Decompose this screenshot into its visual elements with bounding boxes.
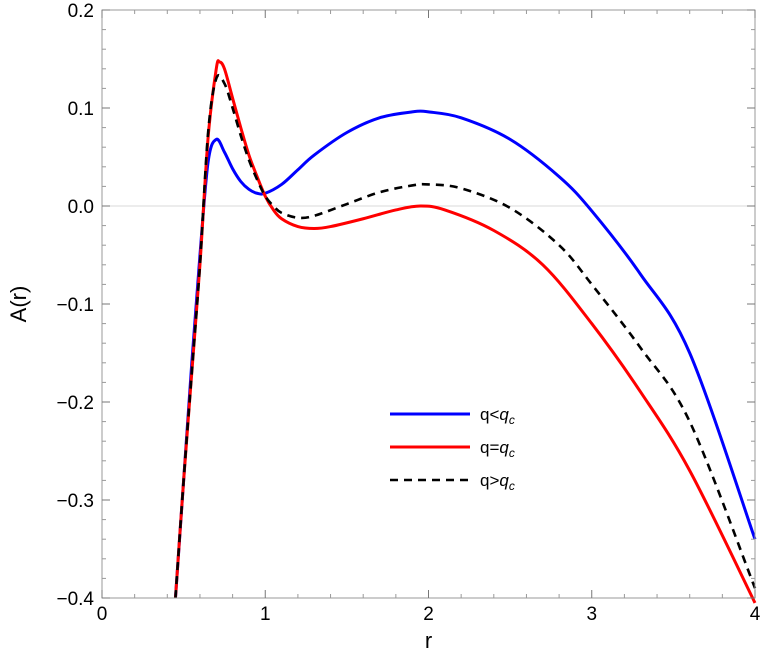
legend-label-q: q: [499, 438, 509, 457]
legend-label-base: q>: [480, 471, 499, 490]
legend-label-2: q=qc: [480, 438, 515, 460]
legend-label-subscript: c: [509, 479, 515, 493]
series-line-1: [173, 109, 757, 599]
x-tick-label: 1: [260, 604, 271, 625]
legend-label-q: q: [499, 471, 509, 490]
y-tick-label: −0.2: [56, 393, 94, 414]
y-tick-label: −0.3: [56, 491, 94, 512]
series-line-2: [173, 59, 757, 604]
y-tick-label: −0.4: [56, 589, 94, 610]
x-axis-label: r: [425, 628, 432, 653]
y-axis-label: A(r): [6, 286, 31, 323]
x-tick-label: 3: [586, 604, 597, 625]
legend-label-q: q: [499, 405, 509, 424]
legend: q<qcq=qcq>qc: [390, 405, 515, 493]
y-tick-label: 0.1: [68, 99, 94, 120]
legend-label-1: q<qc: [480, 405, 515, 427]
x-tick-label: 2: [423, 604, 434, 625]
legend-label-3: q>qc: [480, 471, 515, 493]
x-tick-label: 4: [750, 604, 761, 625]
legend-label-subscript: c: [509, 446, 515, 460]
y-tick-label: 0.2: [68, 1, 94, 22]
series-line-3: [174, 73, 757, 599]
legend-label-base: q=: [480, 438, 499, 457]
legend-label-base: q<: [480, 405, 499, 424]
y-tick-label: −0.1: [56, 295, 94, 316]
y-tick-label: 0.0: [68, 197, 94, 218]
x-tick-label: 0: [97, 604, 108, 625]
plot-frame: [101, 9, 756, 599]
legend-label-subscript: c: [509, 413, 515, 427]
